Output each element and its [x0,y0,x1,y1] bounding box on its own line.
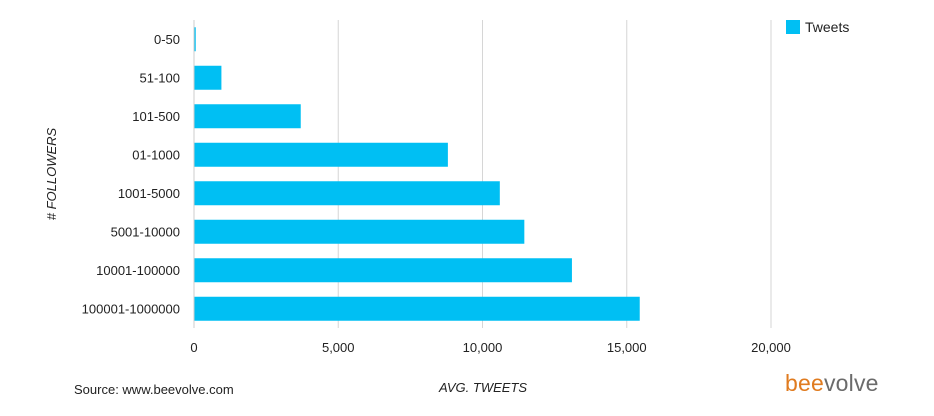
logo-part-volve: volve [823,370,879,396]
legend[interactable]: Tweets [786,19,849,35]
bar[interactable] [194,27,196,52]
category-labels: 0-50 51-100 101-500 01-1000 1001-5000 5001-10… [82,32,180,317]
x-tick-label: 5,000 [322,340,355,355]
y-axis-title: # FOLLOWERS [44,127,59,220]
beevolve-logo: beevolve [785,370,879,397]
category-label: 101-500 [132,109,180,124]
bar[interactable] [194,104,301,129]
x-tick-label: 10,000 [463,340,503,355]
logo-part-bee: bee [785,370,824,396]
bars [194,27,640,321]
legend-label: Tweets [805,19,849,35]
category-label: 10001-100000 [96,263,180,278]
category-label: 100001-1000000 [82,301,180,316]
category-label: 1001-5000 [118,186,180,201]
bar[interactable] [194,142,448,167]
category-label: 0-50 [154,32,180,47]
bar[interactable] [194,219,525,244]
x-tick-labels: 0 5,000 10,000 15,000 20,000 [190,340,791,355]
bar[interactable] [194,65,222,90]
source-note: Source: www.beevolve.com [74,382,234,397]
category-label: 01-1000 [132,147,180,162]
category-label: 5001-10000 [111,224,180,239]
x-tick-label: 0 [190,340,197,355]
x-tick-label: 15,000 [607,340,647,355]
x-axis-title: AVG. TWEETS [438,380,527,395]
bar[interactable] [194,181,500,206]
category-label: 51-100 [140,70,180,85]
legend-swatch [786,20,800,34]
x-tick-label: 20,000 [751,340,791,355]
bar[interactable] [194,258,572,283]
bar[interactable] [194,296,640,321]
